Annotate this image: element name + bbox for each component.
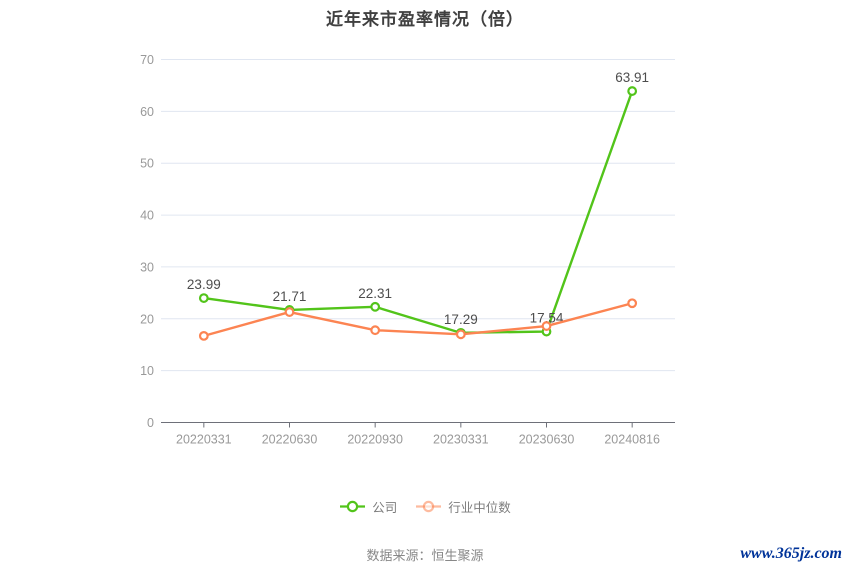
data-point-label: 23.99	[187, 277, 221, 292]
y-axis-tick-label: 40	[140, 209, 154, 223]
series-line-0	[202, 89, 634, 335]
watermark-link[interactable]: www.365jz.com	[740, 545, 842, 562]
y-axis-tick-label: 60	[140, 105, 154, 119]
x-axis-tick-label: 20220930	[347, 433, 403, 447]
y-axis-tick-label: 20	[140, 312, 154, 326]
data-point-marker[interactable]	[198, 330, 209, 341]
industry-median-series-marker-icon	[416, 500, 442, 513]
data-point-label: 17.54	[530, 311, 564, 326]
legend-item-company[interactable]: 公司	[339, 497, 397, 516]
legend-label-industry-median: 行业中位数	[448, 501, 511, 515]
data-point-marker[interactable]	[370, 301, 381, 312]
data-point-label: 63.91	[615, 70, 649, 85]
legend-item-industry-median[interactable]: 行业中位数	[415, 497, 511, 516]
data-source-text: 数据来源：恒生聚源	[366, 548, 484, 563]
data-point-label: 21.71	[273, 289, 307, 304]
data-point-marker[interactable]	[198, 293, 209, 303]
x-axis-tick-label: 20220630	[262, 433, 318, 447]
y-axis-tick-label: 50	[140, 157, 154, 171]
data-point-marker[interactable]	[541, 321, 552, 331]
y-axis-tick-label: 10	[140, 364, 154, 378]
data-point-label: 22.31	[358, 286, 392, 301]
y-axis-tick-label: 0	[147, 416, 154, 430]
x-axis-tick-label: 20240816	[604, 433, 660, 447]
x-axis-tick-label: 20230630	[519, 433, 575, 447]
company-series-marker-icon	[340, 500, 366, 513]
data-point-label: 17.29	[444, 312, 478, 327]
y-axis-tick-label: 30	[140, 260, 154, 274]
data-point-marker[interactable]	[284, 307, 295, 317]
chart-legend: 公司 行业中位数	[0, 497, 850, 516]
data-point-marker[interactable]	[370, 325, 381, 336]
chart-title: 近年来市盈率情况（倍）	[326, 10, 524, 29]
series-line-1	[202, 302, 634, 338]
x-axis-tick-label: 20230331	[433, 433, 489, 447]
data-point-marker[interactable]	[455, 329, 466, 340]
data-point-marker[interactable]	[627, 298, 638, 309]
data-point-marker[interactable]	[627, 86, 638, 96]
y-axis-tick-label: 70	[140, 53, 154, 67]
legend-label-company: 公司	[372, 501, 398, 515]
x-axis-tick-label: 20220331	[176, 433, 232, 447]
